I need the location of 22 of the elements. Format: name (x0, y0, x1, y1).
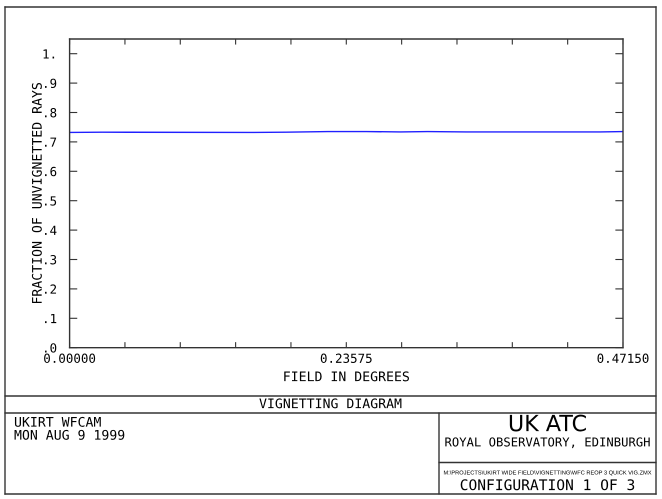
y-tick-label: .7 (45, 138, 56, 147)
text: UK ATC (510, 414, 586, 432)
y-tick-label: .3 (45, 255, 56, 264)
y-tick-label: .9 (45, 78, 56, 88)
y-tick-label: .2 (45, 284, 56, 294)
y-axis-title: FRACTION OF UNVIGNETTED RAYS (32, 83, 42, 304)
text: ROYAL OBSERVATORY, EDINBURGH (445, 437, 650, 448)
y-tick-label: 1. (44, 49, 54, 58)
x-axis-title: FIELD IN DEGREES (284, 371, 409, 382)
y-tick-label: .6 (45, 166, 56, 176)
y-tick-label: .1 (45, 314, 56, 324)
y-tick-label: .0 (45, 343, 56, 353)
text: UKIRT WFCAM (14, 416, 101, 427)
x-tick-label: 0.00000 (44, 354, 96, 363)
y-tick-label: .4 (45, 226, 57, 235)
x-tick-label: 0.47150 (597, 354, 649, 363)
y-tick-label: .5 (45, 196, 56, 206)
text: MON AUG 9 1999 (14, 430, 124, 440)
text: CONFIGURATION 1 OF 3 (460, 479, 634, 490)
x-tick-label: 0.23575 (320, 354, 372, 363)
text: VIGNETTING DIAGRAM (259, 398, 402, 408)
y-tick-label: .8 (45, 108, 56, 118)
